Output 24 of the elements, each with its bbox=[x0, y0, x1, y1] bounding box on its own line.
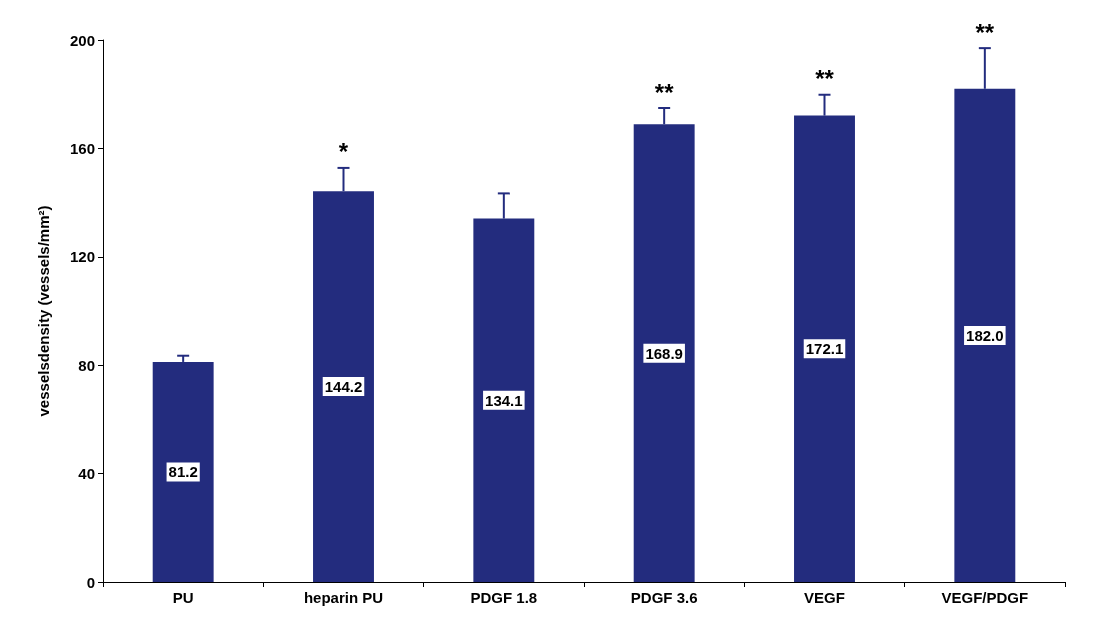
y-axis-title: vesselsdensity (vessels/mm²) bbox=[35, 205, 52, 417]
y-tick-label: 200 bbox=[69, 31, 95, 49]
annotation: ** bbox=[815, 65, 835, 93]
data-label: 134.1 bbox=[485, 391, 523, 409]
bar bbox=[152, 361, 214, 582]
data-label: 182.0 bbox=[966, 326, 1004, 344]
y-tick-label: 40 bbox=[78, 465, 95, 483]
y-tick-label: 160 bbox=[69, 139, 95, 157]
y-tick-label: 0 bbox=[86, 573, 95, 591]
annotation: ** bbox=[654, 78, 675, 106]
x-tick-label: PDGF 3.6 bbox=[630, 589, 698, 606]
x-tick-label: VEGF/PDGF bbox=[941, 589, 1029, 606]
y-tick-label: 120 bbox=[69, 248, 95, 266]
y-tick-label: 80 bbox=[78, 356, 95, 374]
data-label: 172.1 bbox=[805, 340, 844, 358]
data-label: 81.2 bbox=[168, 463, 198, 481]
x-tick-label: heparin PU bbox=[303, 589, 384, 606]
data-label: 144.2 bbox=[324, 378, 363, 396]
x-tick-label: PDGF 1.8 bbox=[470, 589, 538, 606]
x-tick-label: PU bbox=[172, 589, 194, 606]
annotation: ** bbox=[975, 18, 995, 46]
x-tick-label: VEGF bbox=[804, 589, 845, 606]
annotation: * bbox=[338, 138, 349, 166]
data-label: 168.9 bbox=[645, 344, 683, 362]
